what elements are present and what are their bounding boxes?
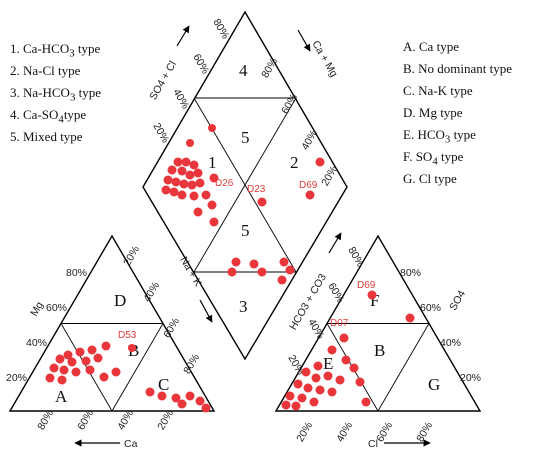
axis-ca: Ca [124, 438, 138, 450]
tick-so4cl-40: 40% [170, 87, 191, 111]
legend-hydrochemical-types: 1. Ca-HCO3 type 2. Na-Cl type 3. Na-HCO3… [10, 40, 101, 150]
axis-mg: Mg [28, 300, 46, 319]
legend-item-d: D. Mg type [403, 105, 463, 120]
sample-label-d69-anion: D69 [357, 280, 376, 291]
tick-mg-60: 60% [46, 302, 67, 314]
tick-hco3-40: 60% [325, 281, 346, 305]
sample-label-d26: D26 [215, 178, 234, 189]
tick-so4-60: 60% [420, 302, 441, 314]
zone-4: 4 [239, 61, 248, 80]
tick-so4cl-20: 20% [150, 121, 171, 145]
tick-camg-40: 40% [299, 128, 320, 152]
sample-label-d53: D53 [118, 330, 137, 341]
legend-item-2: 2. Na-Cl type [10, 63, 81, 78]
zone-f: F [370, 291, 379, 310]
zone-2: 2 [290, 153, 299, 172]
legend-item-4: 4. Ca-SO4type [10, 107, 87, 126]
tick-so4cl-80: 80% [210, 17, 231, 41]
tick-camg-60: 60% [279, 92, 300, 116]
zone-c: C [158, 375, 169, 394]
legend-ion-types: A. Ca type B. No dominant type C. Na-K t… [403, 38, 512, 192]
legend-item-a: A. Ca type [403, 39, 459, 54]
tick-nak-20: 20% [121, 244, 142, 268]
zone-b-anion: B [374, 341, 385, 360]
sample-label-d69-diamond: D69 [299, 180, 318, 191]
tick-mg-20: 20% [6, 372, 27, 384]
zone-labels: A B C D E F G B 1 2 3 4 5 5 [55, 61, 440, 406]
tick-cl-80: 80% [414, 420, 435, 444]
axis-camg: Ca + Mg [309, 39, 339, 80]
legend-item-g: G. Cl type [403, 171, 457, 186]
tick-nak-40: 40% [141, 280, 162, 304]
legend-item-b: B. No dominant type [403, 61, 513, 76]
tick-hco3-60: 40% [305, 317, 326, 341]
legend-item-1: 1. Ca-HCO3 type [10, 41, 101, 60]
sample-labels: D26 D23 D69 D53 D69 D07 [118, 178, 376, 341]
tick-cl-20: 20% [294, 420, 315, 444]
legend-item-5: 5. Mixed type [10, 129, 83, 144]
sample-points [45, 124, 415, 413]
tick-camg-20: 20% [319, 164, 340, 188]
zone-5-upper: 5 [241, 128, 250, 147]
tick-nak-80: 80% [181, 352, 202, 376]
tick-so4-80: 80% [400, 267, 421, 279]
tick-mg-40: 40% [26, 337, 47, 349]
tick-nak-60: 60% [161, 316, 182, 340]
cation-ticks: 20% 40% 60% 80% 80% 60% 40% 20% 20% 40% … [6, 244, 202, 432]
axis-so4: SO4 [447, 288, 468, 312]
legend-item-e: E. HCO3 type [403, 127, 476, 146]
zone-e: E [323, 354, 333, 373]
legend-item-f: F. SO4 type [403, 149, 464, 168]
zone-a: A [55, 387, 68, 406]
tick-mg-80: 80% [66, 267, 87, 279]
tick-hco3-20: 80% [345, 245, 366, 269]
zone-3: 3 [239, 297, 248, 316]
sample-label-d07: D07 [330, 318, 349, 329]
diamond-plot [142, 10, 348, 361]
legend-item-3: 3. Na-HCO3 type [10, 85, 101, 104]
legend-item-c: C. Na-K type [403, 83, 473, 98]
zone-5-lower: 5 [241, 221, 250, 240]
zone-d: D [114, 291, 126, 310]
axis-cl: Cl [368, 438, 378, 450]
tick-so4cl-60: 60% [190, 52, 211, 76]
zone-g: G [428, 375, 440, 394]
tick-cl-40: 40% [334, 420, 355, 444]
zone-1: 1 [208, 153, 217, 172]
sample-label-d23: D23 [247, 184, 266, 195]
tick-so4-40: 40% [440, 337, 461, 349]
tick-so4-20: 20% [460, 372, 481, 384]
